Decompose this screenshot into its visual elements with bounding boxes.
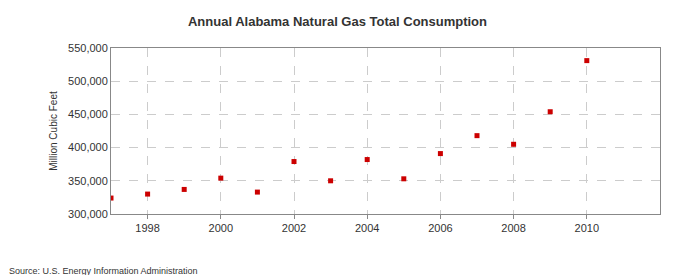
- svg-text:2008: 2008: [501, 222, 525, 234]
- svg-text:Annual Alabama Natural Gas Tot: Annual Alabama Natural Gas Total Consump…: [188, 14, 487, 29]
- svg-text:550,000: 550,000: [68, 42, 108, 54]
- svg-text:2006: 2006: [428, 222, 452, 234]
- svg-text:Source: U.S. Energy Informatio: Source: U.S. Energy Information Administ…: [9, 266, 198, 275]
- svg-text:300,000: 300,000: [68, 208, 108, 220]
- svg-text:2004: 2004: [355, 222, 379, 234]
- svg-text:450,000: 450,000: [68, 108, 108, 120]
- svg-text:2000: 2000: [209, 222, 233, 234]
- svg-text:2002: 2002: [282, 222, 306, 234]
- svg-text:400,000: 400,000: [68, 141, 108, 153]
- svg-text:Million Cubic Feet: Million Cubic Feet: [48, 91, 59, 171]
- svg-text:1998: 1998: [135, 222, 159, 234]
- svg-text:500,000: 500,000: [68, 75, 108, 87]
- svg-text:2010: 2010: [575, 222, 599, 234]
- svg-text:350,000: 350,000: [68, 175, 108, 187]
